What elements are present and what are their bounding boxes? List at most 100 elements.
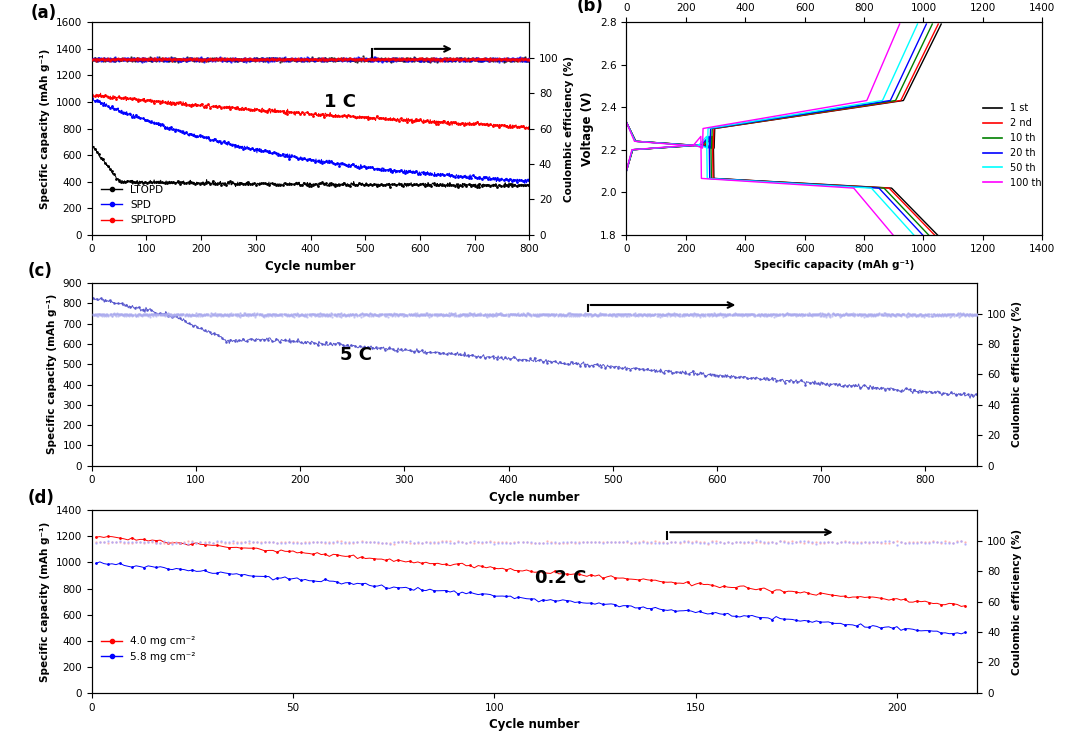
Point	[338, 308, 355, 320]
Point	[299, 54, 316, 66]
Point	[507, 53, 524, 65]
Point	[96, 308, 113, 320]
Point	[108, 54, 125, 66]
Point	[519, 54, 537, 66]
Point	[232, 308, 249, 320]
Point	[340, 52, 357, 64]
Point	[566, 308, 583, 320]
Point	[678, 308, 696, 320]
Point	[234, 54, 252, 66]
Point	[297, 308, 314, 320]
Point	[409, 536, 427, 548]
Point	[116, 536, 133, 548]
Point	[448, 52, 465, 64]
Point	[340, 53, 357, 65]
Point	[836, 308, 853, 320]
Point	[157, 53, 174, 65]
Point	[489, 54, 507, 66]
Point	[85, 52, 103, 64]
Point	[431, 54, 448, 66]
Point	[441, 53, 458, 65]
Point	[365, 54, 382, 66]
Point	[764, 536, 781, 548]
Point	[260, 536, 278, 548]
Point	[428, 53, 445, 65]
Point	[211, 309, 228, 321]
Point	[312, 308, 329, 320]
Point	[445, 308, 462, 320]
Point	[184, 536, 201, 548]
Point	[221, 53, 239, 65]
Point	[905, 308, 922, 320]
Point	[404, 54, 421, 66]
Point	[349, 536, 366, 548]
Point	[168, 54, 186, 66]
Point	[399, 54, 416, 66]
Point	[333, 54, 350, 66]
Point	[340, 53, 357, 65]
Point	[176, 53, 193, 65]
Point	[505, 54, 523, 66]
Point	[195, 537, 213, 549]
Point	[261, 54, 279, 66]
Point	[139, 309, 157, 321]
Point	[332, 310, 349, 322]
Point	[189, 54, 206, 66]
Point	[332, 54, 349, 66]
Point	[240, 536, 257, 548]
Point	[200, 54, 217, 66]
Point	[472, 54, 489, 66]
Point	[485, 53, 502, 65]
Point	[741, 308, 758, 320]
Point	[280, 54, 297, 66]
Point	[232, 54, 249, 66]
Point	[697, 310, 714, 322]
Point	[107, 53, 124, 65]
Point	[260, 309, 278, 321]
Point	[383, 54, 401, 66]
Point	[447, 307, 464, 319]
Point	[322, 53, 339, 65]
Point	[131, 52, 148, 64]
Point	[862, 308, 879, 320]
Point	[501, 54, 518, 66]
Point	[405, 54, 422, 66]
Point	[100, 308, 118, 320]
Point	[638, 308, 656, 320]
Point	[509, 53, 526, 65]
Point	[141, 53, 159, 65]
Point	[421, 56, 438, 68]
Point	[513, 308, 530, 320]
Point	[440, 53, 457, 65]
Point	[99, 53, 117, 65]
Point	[885, 536, 902, 548]
Point	[690, 309, 707, 321]
Point	[286, 54, 303, 66]
Point	[430, 536, 447, 548]
Point	[635, 536, 652, 548]
Point	[191, 308, 208, 320]
Point	[530, 310, 548, 322]
Point	[229, 53, 246, 65]
Point	[458, 53, 475, 65]
Point	[394, 54, 411, 66]
Point	[484, 310, 501, 322]
Point	[178, 52, 195, 64]
Point	[693, 309, 711, 321]
Point	[206, 309, 224, 321]
Point	[346, 308, 363, 320]
Point	[916, 311, 933, 323]
Point	[293, 54, 310, 66]
Point	[206, 307, 224, 319]
Point	[546, 309, 564, 321]
Point	[125, 52, 143, 64]
Point	[391, 54, 408, 66]
Point	[192, 53, 210, 65]
Point	[941, 536, 958, 548]
Point	[953, 536, 970, 548]
Point	[910, 308, 928, 320]
Point	[730, 308, 747, 320]
Point	[360, 309, 377, 321]
Point	[374, 53, 391, 65]
Point	[127, 536, 145, 548]
